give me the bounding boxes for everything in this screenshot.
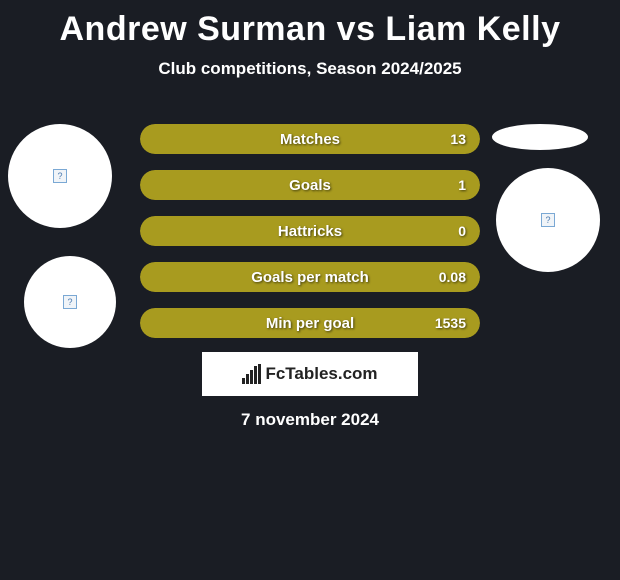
stat-row: Hattricks 0 <box>140 216 480 246</box>
brand-logo[interactable]: FcTables.com <box>202 352 418 396</box>
stat-label: Hattricks <box>278 223 342 240</box>
stat-label: Goals <box>289 177 331 194</box>
broken-image-icon: ? <box>541 213 555 227</box>
stat-value: 0 <box>458 223 466 239</box>
stat-row: Goals per match 0.08 <box>140 262 480 292</box>
brand-text: FcTables.com <box>265 364 377 384</box>
stat-value: 1535 <box>435 315 466 331</box>
stat-value: 0.08 <box>439 269 466 285</box>
stat-value: 13 <box>450 131 466 147</box>
bar-chart-icon <box>242 364 261 384</box>
stat-label: Min per goal <box>266 315 354 332</box>
broken-image-icon: ? <box>63 295 77 309</box>
player-avatar-right-bottom: ? <box>496 168 600 272</box>
page-subtitle: Club competitions, Season 2024/2025 <box>0 59 620 79</box>
stat-label: Goals per match <box>251 269 369 286</box>
footer-date: 7 november 2024 <box>0 410 620 430</box>
stat-value: 1 <box>458 177 466 193</box>
player-avatar-left-top: ? <box>8 124 112 228</box>
stat-label: Matches <box>280 131 340 148</box>
stat-row: Min per goal 1535 <box>140 308 480 338</box>
stats-bar-chart: Matches 13 Goals 1 Hattricks 0 Goals per… <box>140 124 480 354</box>
player-avatar-right-top <box>492 124 588 150</box>
stat-row: Matches 13 <box>140 124 480 154</box>
stat-row: Goals 1 <box>140 170 480 200</box>
broken-image-icon: ? <box>53 169 67 183</box>
page-title: Andrew Surman vs Liam Kelly <box>0 0 620 49</box>
player-avatar-left-bottom: ? <box>24 256 116 348</box>
